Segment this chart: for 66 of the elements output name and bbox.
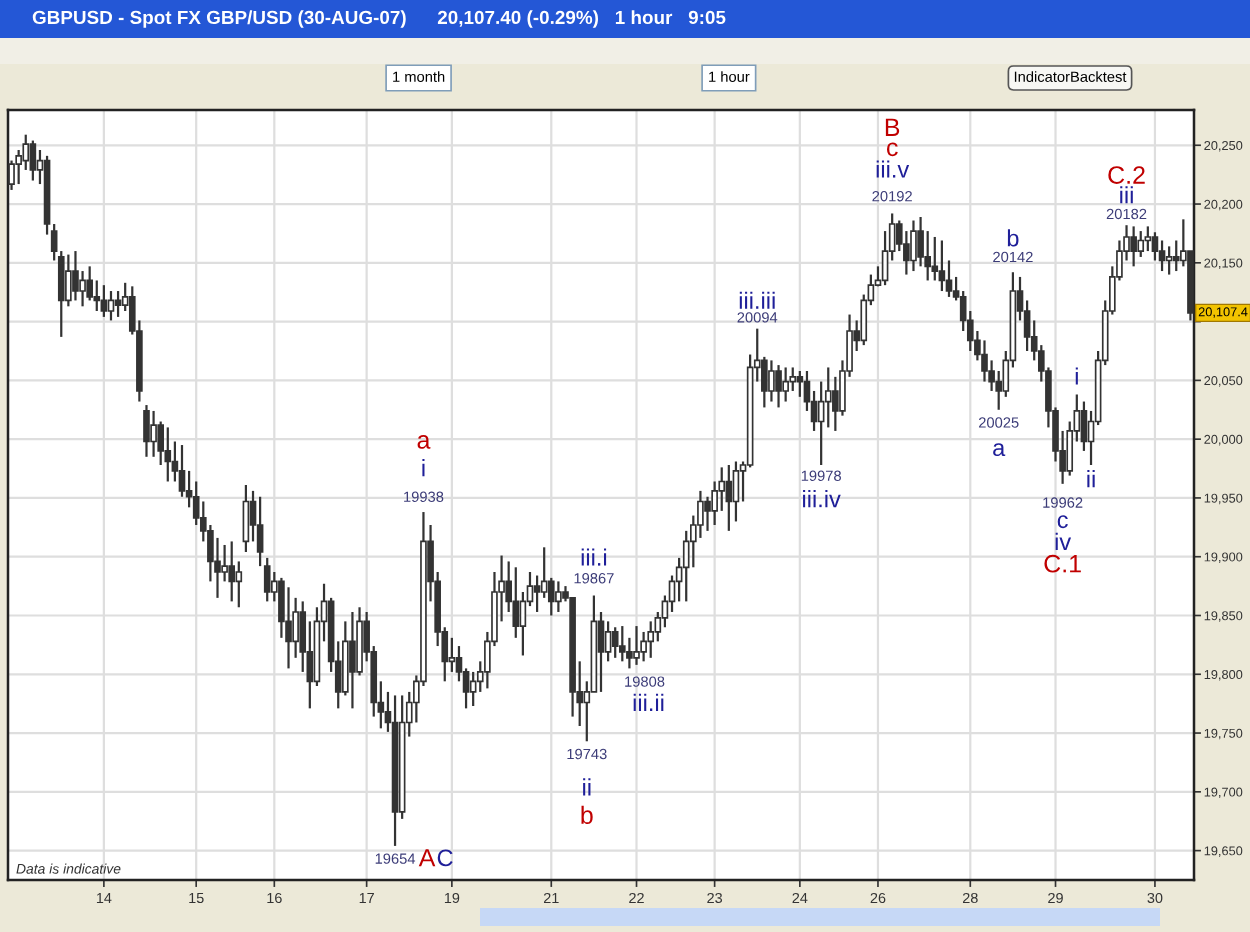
candlestick: [221, 543, 228, 583]
candlestick: [79, 269, 86, 308]
candlestick: [448, 636, 456, 674]
candlestick: [775, 363, 782, 409]
annotation: a: [417, 435, 431, 449]
candlestick: [981, 339, 988, 383]
annotation: c: [886, 142, 898, 157]
annotation: A: [418, 849, 436, 867]
annotation: iv: [1055, 532, 1072, 550]
candlestick: [1158, 239, 1166, 273]
candlestick: [732, 460, 740, 523]
candlestick: [65, 253, 72, 308]
candlestick: [235, 560, 243, 609]
candlestick: [647, 620, 655, 659]
candlestick: [29, 139, 37, 182]
annotation: iii: [1120, 186, 1133, 204]
candlestick: [832, 375, 839, 433]
annotation: C: [437, 849, 453, 867]
candlestick: [782, 366, 789, 403]
candlestick: [768, 359, 775, 403]
candlestick: [704, 495, 711, 532]
annotation: iii.i: [581, 548, 607, 566]
candlestick: [604, 620, 612, 663]
candlestick: [242, 483, 250, 554]
candlestick: [1144, 225, 1152, 253]
candlestick: [228, 540, 236, 603]
candlestick: [114, 289, 122, 319]
annotation: ii: [1087, 470, 1095, 488]
annotation: iii.iv: [803, 490, 841, 508]
chart-title: GBPUSD - Spot FX GBP/USD (30-AUG-07): [32, 10, 406, 28]
annotation: b: [1007, 229, 1019, 247]
annotation: i: [1075, 367, 1078, 385]
annotation: a: [993, 443, 1006, 457]
candlestick: [597, 610, 605, 694]
annotation: B: [885, 118, 900, 136]
candlestick: [618, 624, 626, 663]
candlestick: [533, 574, 541, 614]
candlestick: [164, 426, 172, 483]
candlestick: [555, 580, 562, 614]
annotation: c: [1057, 515, 1068, 529]
annotation: iii.iii: [739, 291, 775, 309]
candlestick: [107, 289, 115, 322]
candlestick: [100, 284, 108, 319]
annotation: iii.ii: [633, 693, 664, 711]
annotation: C.2: [1108, 166, 1145, 184]
annotation: i: [422, 459, 425, 477]
candlestick: [285, 586, 292, 670]
annotation: C.1: [1044, 554, 1081, 573]
candlestick: [72, 249, 79, 302]
candlestick: [903, 229, 910, 276]
candlestick: [633, 624, 640, 666]
candlestick: [150, 409, 157, 458]
candlestick: [349, 610, 356, 710]
annotation: ii: [583, 778, 591, 796]
candlestick: [1172, 239, 1180, 273]
annotation: iii.v: [876, 160, 910, 178]
candlestick: [1130, 225, 1137, 268]
candlestick: [611, 626, 619, 659]
chart-subtitle: 20,107.40 (-0.29%) 1 hour 9:05: [437, 10, 726, 28]
candlestick: [938, 239, 946, 293]
candlestick: [1137, 229, 1145, 259]
annotation: b: [581, 805, 593, 824]
candlestick: [143, 403, 150, 458]
candlestick: [910, 219, 917, 273]
candlestick: [1165, 245, 1173, 276]
candlestick: [512, 566, 520, 639]
